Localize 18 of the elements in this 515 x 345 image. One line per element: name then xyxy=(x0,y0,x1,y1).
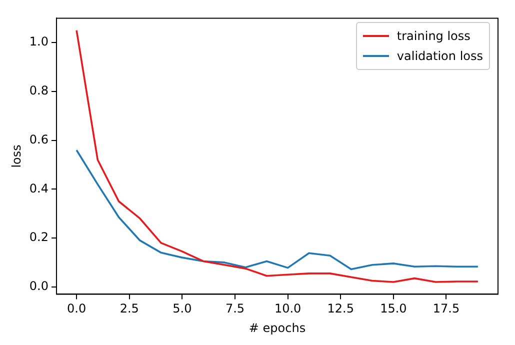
x-axis-title: # epochs xyxy=(248,320,306,335)
x-tick-label: 0.0 xyxy=(67,302,86,316)
x-tick-label: 5.0 xyxy=(172,302,192,316)
x-tick-label: 15.0 xyxy=(380,302,407,316)
y-tick-label: 0.6 xyxy=(29,132,48,146)
x-tick-label: 17.5 xyxy=(432,302,460,316)
x-tick-label: 2.5 xyxy=(120,302,139,316)
y-tick-label: 0.0 xyxy=(29,279,48,293)
x-tick-label: 12.5 xyxy=(327,302,354,316)
y-tick-label: 1.0 xyxy=(29,34,48,49)
x-tick-label: 10.0 xyxy=(274,302,302,316)
y-axis-title: loss xyxy=(9,144,24,168)
x-tick-label: 7.5 xyxy=(225,302,245,316)
legend-label: training loss xyxy=(396,28,470,45)
legend-label: validation loss xyxy=(396,48,483,65)
y-tick-label: 0.2 xyxy=(29,230,48,244)
y-tick-label: 0.4 xyxy=(29,181,48,196)
y-tick-label: 0.8 xyxy=(29,84,48,98)
